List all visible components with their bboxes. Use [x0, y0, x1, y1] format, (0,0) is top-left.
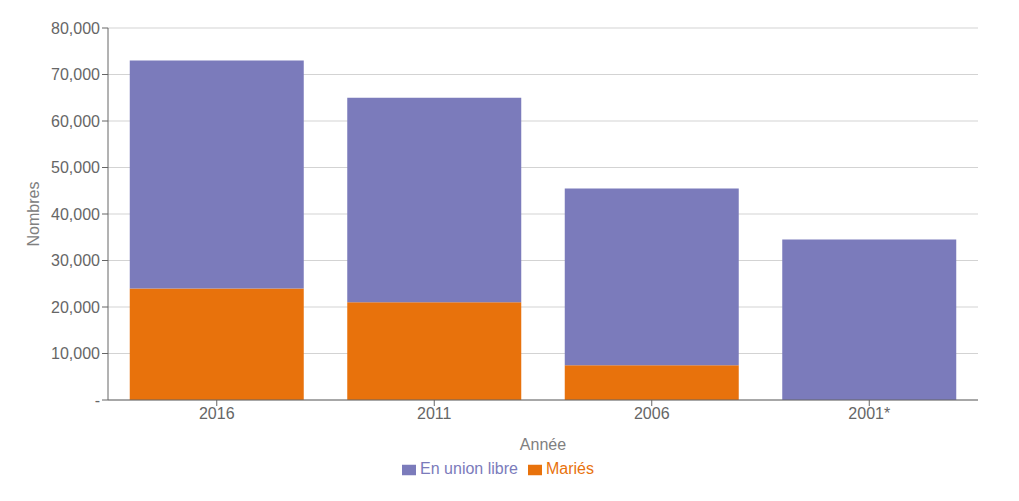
svg-text:40,000: 40,000	[51, 206, 100, 223]
svg-text:30,000: 30,000	[51, 252, 100, 269]
svg-text:20,000: 20,000	[51, 299, 100, 316]
svg-text:2016: 2016	[199, 405, 235, 422]
html-text:Mariés: Mariés	[545, 460, 594, 477]
svg-text:Année: Année	[520, 436, 566, 453]
svg-text:-: -	[95, 392, 100, 409]
svg-text:2001*: 2001*	[848, 405, 890, 422]
svg-text:Nombres: Nombres	[25, 182, 42, 247]
svg-text:2006: 2006	[634, 405, 670, 422]
html-text:En union libre: En union libre	[420, 460, 518, 477]
svg-text:80,000: 80,000	[51, 20, 100, 37]
svg-text:70,000: 70,000	[51, 66, 100, 83]
svg-text:10,000: 10,000	[51, 345, 100, 362]
svg-text:2011: 2011	[417, 405, 452, 422]
svg-text:50,000: 50,000	[51, 159, 100, 176]
svg-text:60,000: 60,000	[51, 113, 100, 130]
